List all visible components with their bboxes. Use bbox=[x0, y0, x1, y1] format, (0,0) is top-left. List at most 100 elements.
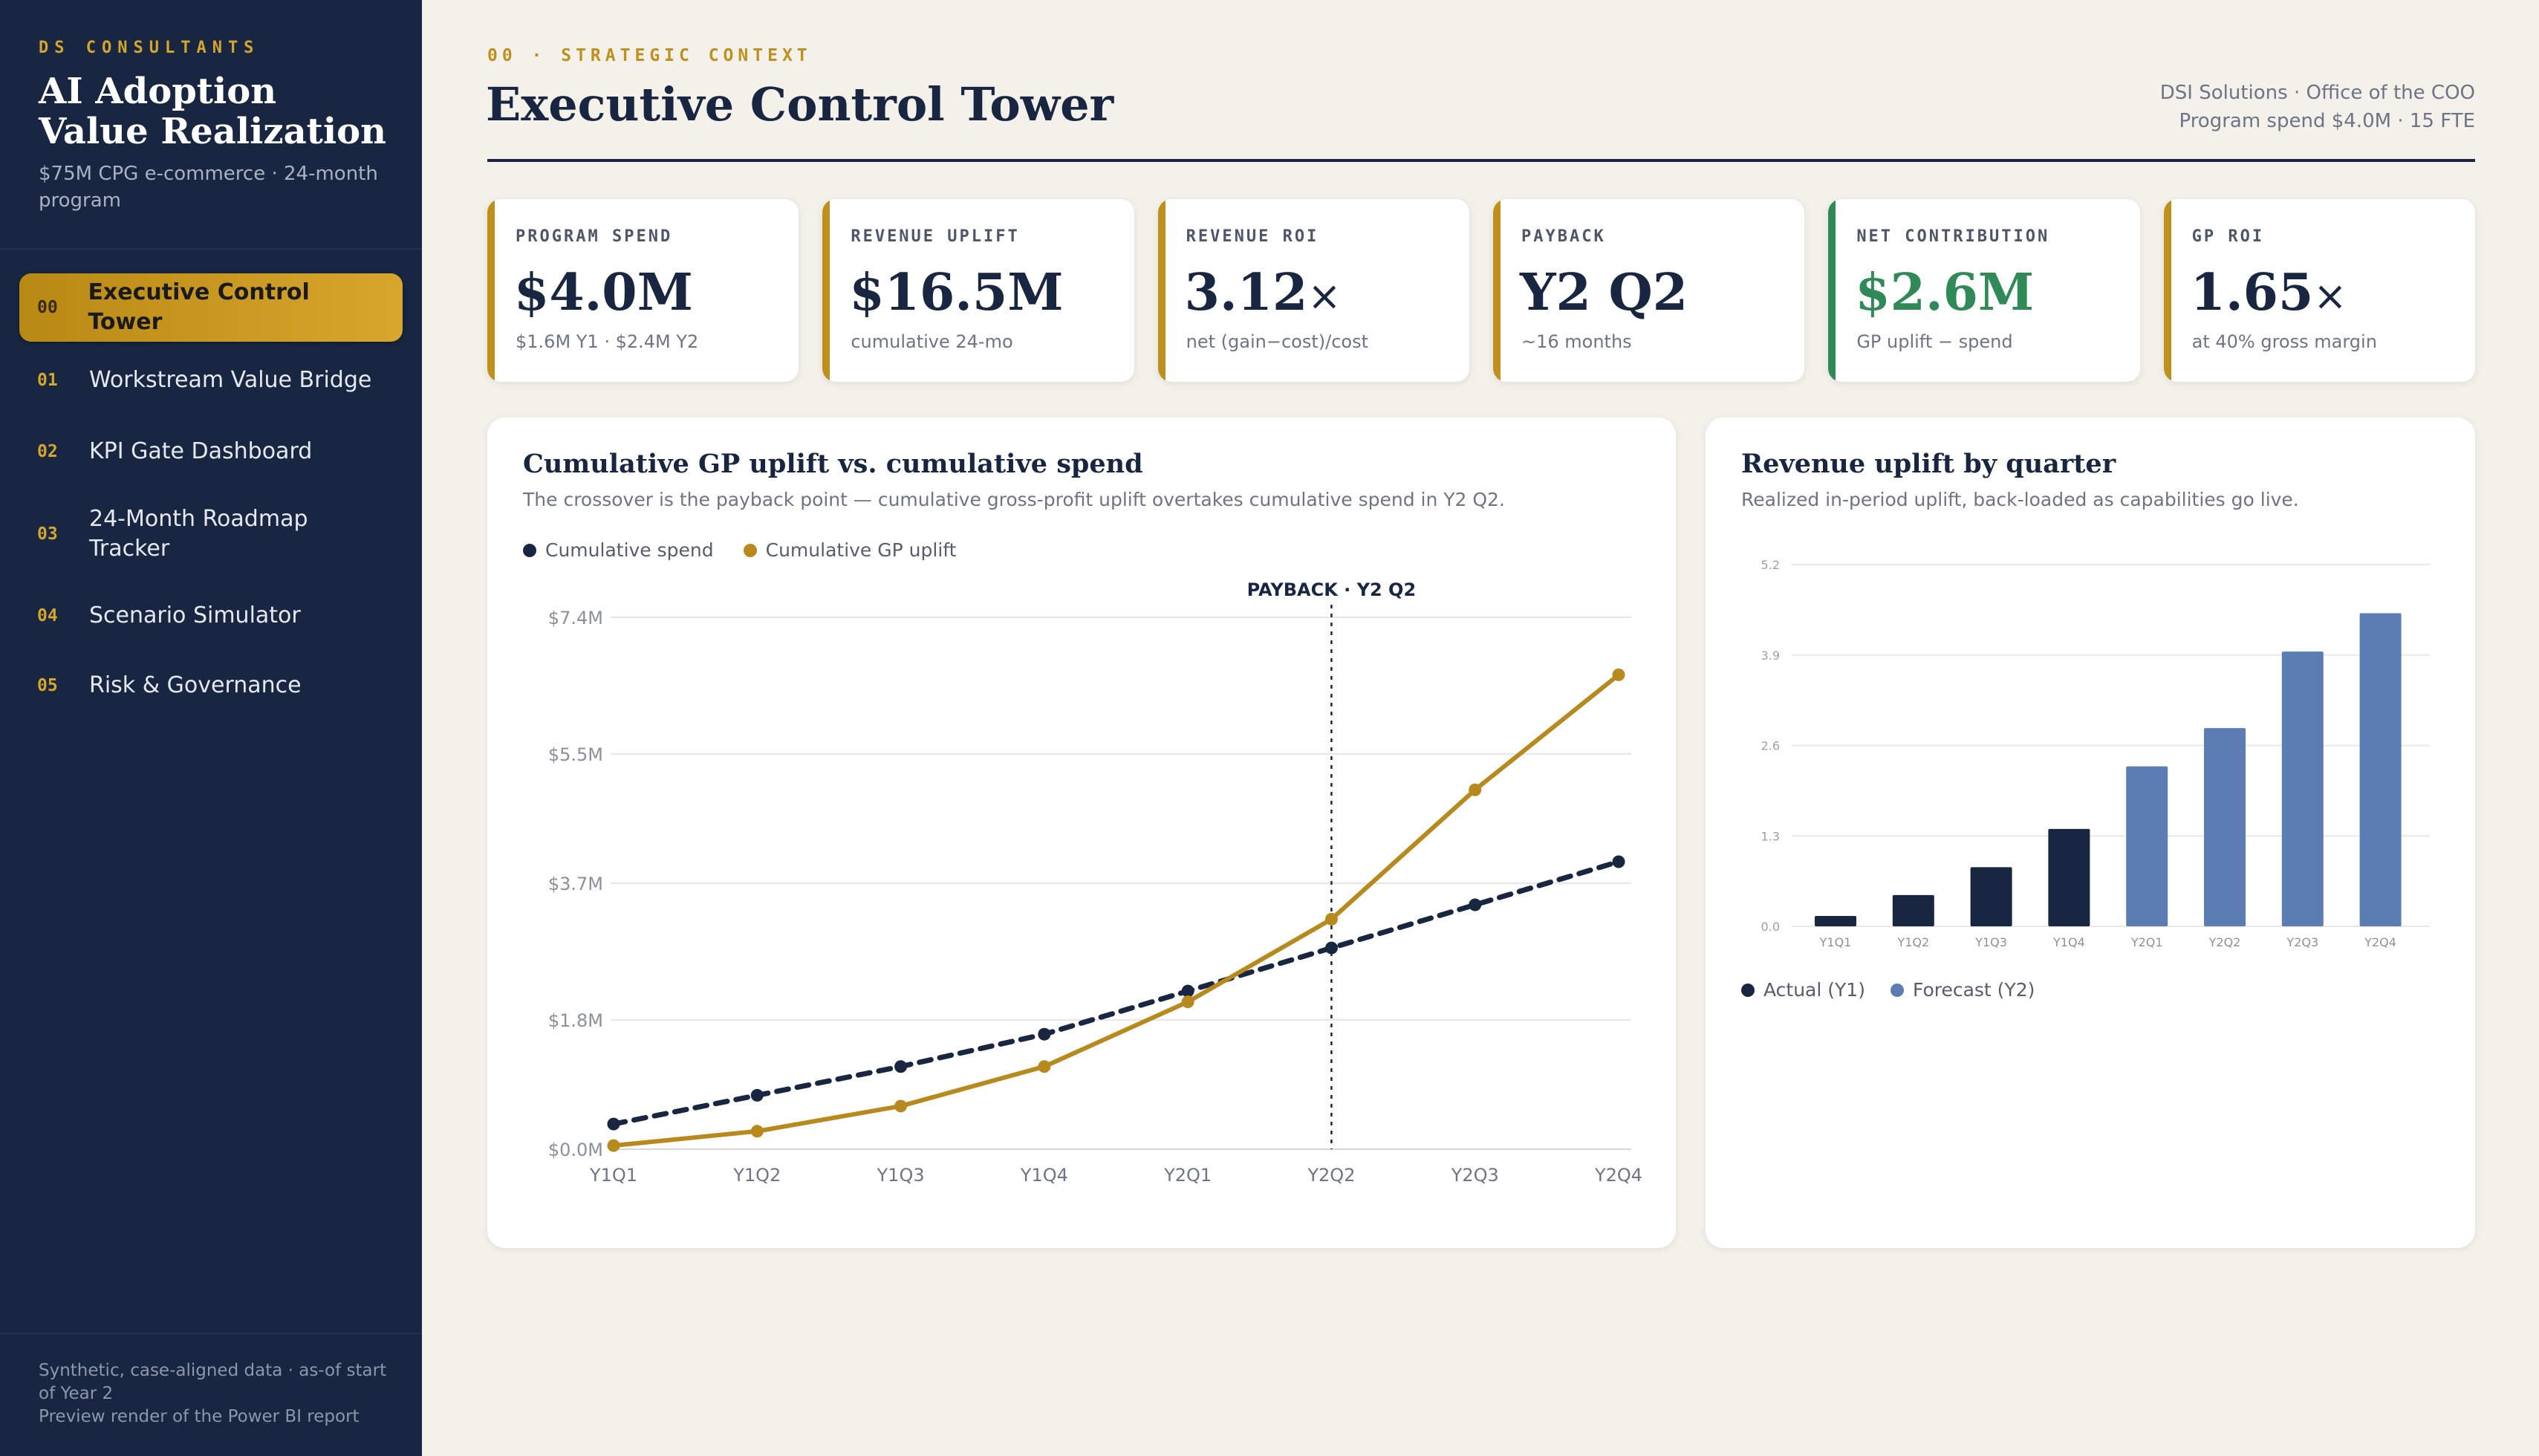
y-tick-label: 2.6 bbox=[1761, 739, 1780, 753]
kpi-subtext: at 40% gross margin bbox=[2191, 331, 2377, 352]
kpi-card-revenue-uplift: REVENUE UPLIFT $16.5M cumulative 24-mo bbox=[822, 199, 1134, 382]
kpi-subtext: GP uplift − spend bbox=[1856, 331, 2013, 352]
kpi-value: $16.5M bbox=[849, 263, 1064, 322]
legend-label: Forecast (Y2) bbox=[1912, 979, 2035, 1001]
footer-note: Synthetic, case-aligned data · as-of sta… bbox=[39, 1361, 387, 1403]
x-tick-label: Y2Q2 bbox=[2208, 935, 2241, 949]
data-point-spend bbox=[1038, 1027, 1051, 1041]
y-tick-label: $0.0M bbox=[548, 1140, 603, 1160]
kpi-label: REVENUE UPLIFT bbox=[851, 227, 1020, 246]
nav-item-label: Executive Control Tower bbox=[88, 279, 310, 335]
nav-item-kpi-gate-dashboard[interactable]: 02 KPI Gate Dashboard bbox=[19, 419, 403, 484]
client-line: Program spend $4.0M · 15 FTE bbox=[2179, 110, 2475, 132]
kpi-label: NET CONTRIBUTION bbox=[1856, 227, 2050, 246]
footer-note: Preview render of the Power BI report bbox=[39, 1407, 360, 1426]
sidebar-divider bbox=[0, 248, 422, 250]
bar-chart-legend: Actual (Y1) Forecast (Y2) bbox=[1741, 979, 2035, 1001]
bar-y2q2 bbox=[2204, 728, 2246, 926]
line-chart-legend: Cumulative spend Cumulative GP uplift bbox=[523, 539, 956, 561]
nav-item-workstream-value-bridge[interactable]: 01 Workstream Value Bridge bbox=[19, 348, 403, 413]
data-point-spend bbox=[750, 1088, 764, 1102]
data-point-spend bbox=[1469, 898, 1482, 911]
data-point-spend bbox=[1324, 941, 1338, 955]
kpi-value: 3.12× bbox=[1184, 263, 1342, 322]
kpi-accent-bar bbox=[1492, 199, 1501, 382]
nav-item-roadmap-tracker[interactable]: 03 24-Month Roadmap Tracker bbox=[19, 490, 403, 578]
line-chart-panel: Cumulative GP uplift vs. cumulative spen… bbox=[487, 417, 1676, 1248]
app-title: AI Adoption Value Realization bbox=[39, 71, 386, 152]
kpi-card-gp-roi: GP ROI 1.65× at 40% gross margin bbox=[2163, 199, 2475, 382]
x-tick-label: Y1Q3 bbox=[877, 1165, 925, 1186]
x-tick-label: Y1Q1 bbox=[1819, 935, 1852, 949]
bar-y1q3 bbox=[1970, 867, 2012, 926]
data-point-gp-uplift bbox=[1469, 783, 1482, 796]
kpi-label: PAYBACK bbox=[1521, 227, 1606, 246]
line-chart: $0.0M $1.8M $3.7M $5.5M $7.4M Y1Q1 Y1Q2 Y1Q3 Y1Q… bbox=[548, 579, 1642, 1186]
nav-item-number: 04 bbox=[37, 606, 58, 625]
sidebar: DS CONSULTANTS AI Adoption Value Realiza… bbox=[0, 0, 422, 1456]
bar-y2q4 bbox=[2359, 613, 2402, 926]
nav-item-number: 02 bbox=[37, 442, 58, 461]
x-tick-label: Y1Q2 bbox=[1896, 935, 1929, 949]
kpi-value: 1.65× bbox=[2190, 263, 2347, 322]
legend-swatch-gp bbox=[743, 543, 757, 557]
kpi-accent-bar bbox=[1828, 199, 1836, 382]
sidebar-footer: Synthetic, case-aligned data · as-of sta… bbox=[39, 1359, 388, 1429]
y-tick-label: 0.0 bbox=[1761, 920, 1780, 934]
brand-label: DS CONSULTANTS bbox=[39, 39, 260, 57]
x-tick-label: Y1Q1 bbox=[589, 1165, 637, 1186]
x-tick-label: Y2Q2 bbox=[1307, 1165, 1355, 1186]
kpi-value: $2.6M bbox=[1855, 263, 2035, 322]
sidebar-nav: 00 Executive Control Tower 01 Workstream… bbox=[19, 273, 403, 724]
data-point-spend bbox=[894, 1060, 908, 1073]
nav-item-number: 03 bbox=[37, 524, 58, 544]
x-tick-label: Y1Q3 bbox=[1974, 935, 2007, 949]
kpi-card-program-spend: PROGRAM SPEND $4.0M $1.6M Y1 · $2.4M Y2 bbox=[487, 199, 799, 382]
sidebar-footer-divider bbox=[0, 1333, 422, 1334]
nav-item-executive-control-tower[interactable]: 00 Executive Control Tower bbox=[19, 273, 403, 342]
bar-y2q1 bbox=[2126, 766, 2168, 926]
data-point-gp-uplift bbox=[607, 1139, 620, 1152]
legend-swatch-spend bbox=[523, 543, 536, 557]
nav-item-number: 01 bbox=[37, 371, 58, 390]
series-line-cumulative-gp-uplift bbox=[611, 672, 1621, 1148]
nav-item-label: Workstream Value Bridge bbox=[89, 367, 372, 393]
bar-y1q2 bbox=[1892, 894, 1934, 926]
legend-item: Cumulative GP uplift bbox=[743, 539, 956, 561]
nav-item-number: 00 bbox=[37, 298, 58, 317]
y-tick-label: 1.3 bbox=[1761, 829, 1780, 843]
header-rule bbox=[487, 159, 2475, 162]
series-line-cumulative-spend bbox=[611, 859, 1622, 1127]
y-tick-label: $7.4M bbox=[548, 608, 603, 628]
bar-chart-subtitle: Realized in-period uplift, back-loaded a… bbox=[1741, 489, 2299, 510]
nav-item-scenario-simulator[interactable]: 04 Scenario Simulator bbox=[19, 584, 403, 648]
data-point-spend bbox=[1612, 855, 1625, 868]
kpi-card-payback: PAYBACK Y2 Q2 ~16 months bbox=[1492, 199, 1805, 382]
x-tick-label: Y2Q3 bbox=[1451, 1165, 1499, 1186]
line-chart-title: Cumulative GP uplift vs. cumulative spen… bbox=[523, 449, 1143, 479]
kpi-card-revenue-roi: REVENUE ROI 3.12× net (gain−cost)/cost bbox=[1157, 199, 1469, 382]
x-tick-label: Y2Q1 bbox=[2130, 935, 2163, 949]
client-info: DSI Solutions · Office of the COO Progra… bbox=[2160, 79, 2475, 135]
kpi-subtext: $1.6M Y1 · $2.4M Y2 bbox=[516, 331, 699, 352]
bar-y1q4 bbox=[2048, 828, 2090, 926]
kpi-subtext: ~16 months bbox=[1521, 331, 1632, 352]
y-tick-label: 3.9 bbox=[1761, 649, 1780, 663]
x-tick-label: Y2Q4 bbox=[1594, 1165, 1642, 1186]
line-chart-subtitle: The crossover is the payback point — cum… bbox=[523, 489, 1505, 510]
kpi-accent-bar bbox=[2163, 199, 2171, 382]
data-point-gp-uplift bbox=[1612, 668, 1625, 681]
nav-item-label: 24-Month Roadmap Tracker bbox=[89, 506, 308, 562]
nav-item-risk-governance[interactable]: 05 Risk & Governance bbox=[19, 654, 403, 718]
bar-y1q1 bbox=[1815, 915, 1856, 926]
kpi-value: Y2 Q2 bbox=[1519, 263, 1688, 322]
page-title: Executive Control Tower bbox=[486, 77, 1114, 131]
section-eyebrow: 00 · STRATEGIC CONTEXT bbox=[487, 46, 812, 65]
x-tick-label: Y2Q4 bbox=[2364, 935, 2396, 949]
legend-item: Forecast (Y2) bbox=[1890, 979, 2035, 1001]
kpi-accent-bar bbox=[822, 199, 830, 382]
legend-item: Actual (Y1) bbox=[1741, 979, 1865, 1001]
legend-label: Cumulative spend bbox=[545, 539, 714, 561]
data-point-spend bbox=[607, 1117, 620, 1131]
